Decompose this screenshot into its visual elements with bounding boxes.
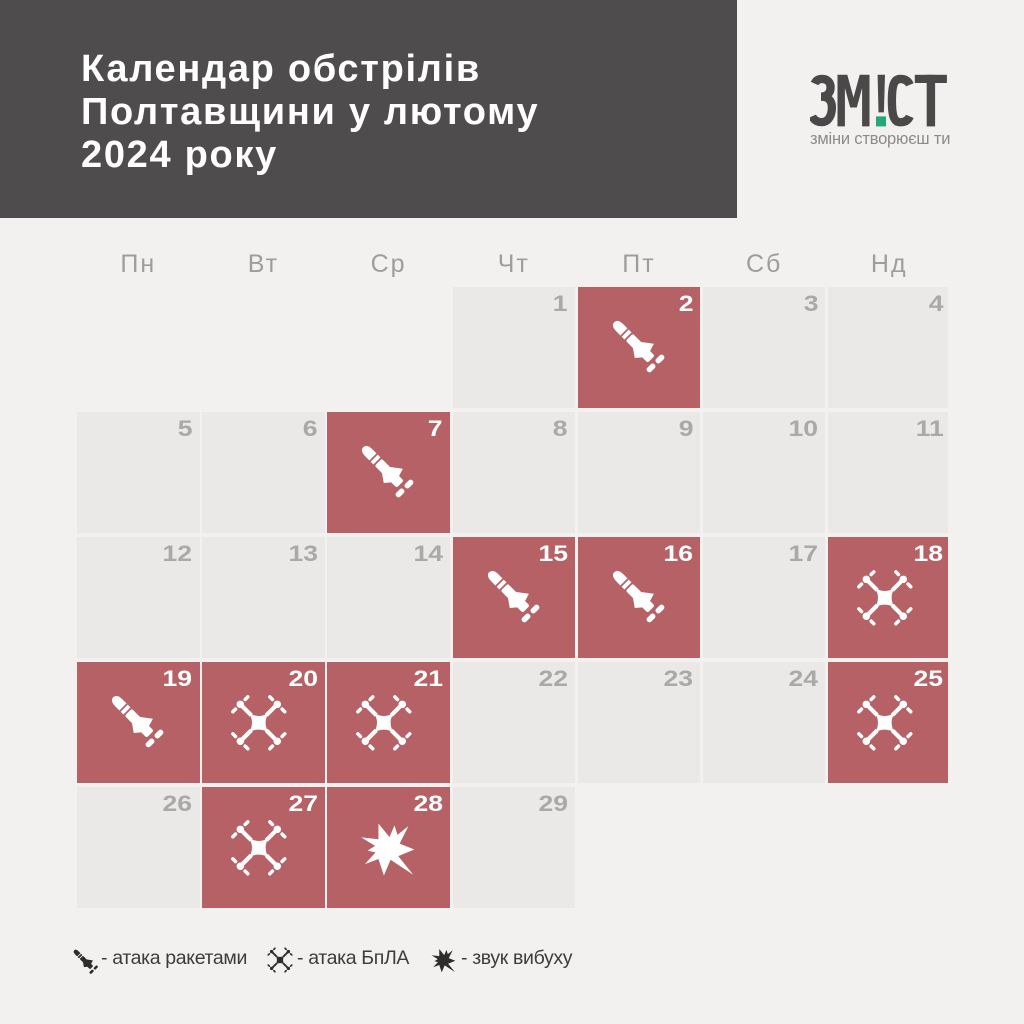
svg-text:зміни створюєш ти: зміни створюєш ти [810,130,950,148]
